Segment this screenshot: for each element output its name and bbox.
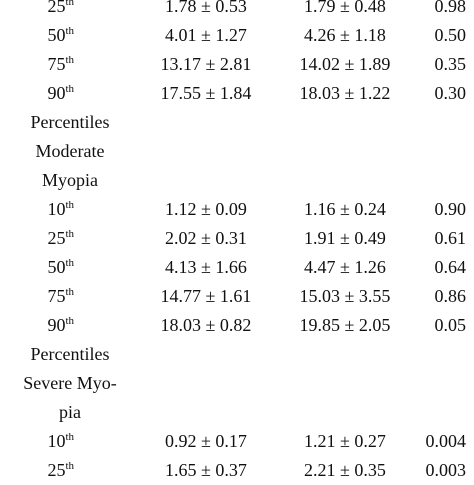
group-b-value: 1.79 ± 0.48 <box>304 0 386 16</box>
section-label: Percentiles <box>30 344 110 364</box>
section-label: Percentiles <box>30 112 110 132</box>
group-b-value: 1.21 ± 0.27 <box>304 431 386 451</box>
section-label-line: Myopia <box>0 166 474 195</box>
p-value: 0.64 <box>434 257 467 277</box>
table-row: 25th 2.02 ± 0.31 1.91 ± 0.49 0.61 <box>0 224 474 253</box>
group-a-value: 14.77 ± 1.61 <box>160 286 252 306</box>
group-a-value: 1.65 ± 0.37 <box>165 460 247 480</box>
group-a-value: 18.03 ± 0.82 <box>160 315 252 335</box>
table-row: 50th 4.01 ± 1.27 4.26 ± 1.18 0.50 <box>0 21 474 50</box>
section-label-line: Percentiles <box>0 340 474 369</box>
percentile-cell: 75th <box>47 54 74 74</box>
percentile-cell: 25th <box>47 0 74 16</box>
p-value: 0.35 <box>434 54 467 74</box>
group-b-value: 4.47 ± 1.26 <box>304 257 386 277</box>
p-value: 0.61 <box>434 228 467 248</box>
table-row: 25th 1.65 ± 0.37 2.21 ± 0.35 0.003 <box>0 456 474 485</box>
section-label: Moderate <box>35 141 105 161</box>
group-a-value: 2.02 ± 0.31 <box>165 228 247 248</box>
percentile-cell: 25th <box>47 460 74 480</box>
group-b-value: 18.03 ± 1.22 <box>299 83 391 103</box>
p-value: 0.50 <box>434 25 467 45</box>
section-label: Myopia <box>42 170 98 190</box>
group-b-value: 2.21 ± 0.35 <box>304 460 386 480</box>
p-value: 0.86 <box>434 286 467 306</box>
table-row: 25th 1.78 ± 0.53 1.79 ± 0.48 0.98 <box>0 0 474 21</box>
group-b-value: 19.85 ± 2.05 <box>299 315 391 335</box>
section-label-line: Moderate <box>0 137 474 166</box>
percentile-cell: 50th <box>47 257 74 277</box>
p-value: 0.30 <box>434 83 467 103</box>
group-a-value: 1.12 ± 0.09 <box>165 199 247 219</box>
group-b-value: 1.16 ± 0.24 <box>304 199 386 219</box>
percentile-cell: 25th <box>47 228 74 248</box>
group-a-value: 1.78 ± 0.53 <box>165 0 247 16</box>
group-a-value: 0.92 ± 0.17 <box>165 431 247 451</box>
table-row: 10th 1.12 ± 0.09 1.16 ± 0.24 0.90 <box>0 195 474 224</box>
table-row: 90th 18.03 ± 0.82 19.85 ± 2.05 0.05 <box>0 311 474 340</box>
p-value: 0.05 <box>434 315 467 335</box>
section-label: pia <box>59 402 81 422</box>
p-value: 0.003 <box>425 460 467 480</box>
p-value: 0.98 <box>434 0 467 16</box>
p-value: 0.004 <box>425 431 467 451</box>
percentile-cell: 90th <box>47 83 74 103</box>
table-row: 10th 0.92 ± 0.17 1.21 ± 0.27 0.004 <box>0 427 474 456</box>
group-a-value: 4.13 ± 1.66 <box>165 257 247 277</box>
percentile-cell: 90th <box>47 315 74 335</box>
group-b-value: 14.02 ± 1.89 <box>299 54 391 74</box>
group-b-value: 4.26 ± 1.18 <box>304 25 386 45</box>
p-value: 0.90 <box>434 199 467 219</box>
group-b-value: 1.91 ± 0.49 <box>304 228 386 248</box>
table-row: 75th 14.77 ± 1.61 15.03 ± 3.55 0.86 <box>0 282 474 311</box>
section-label: Severe Myo- <box>23 373 117 393</box>
table-row: 75th 13.17 ± 2.81 14.02 ± 1.89 0.35 <box>0 50 474 79</box>
group-a-value: 4.01 ± 1.27 <box>165 25 247 45</box>
table-row: 50th 4.13 ± 1.66 4.47 ± 1.26 0.64 <box>0 253 474 282</box>
percentile-cell: 10th <box>47 431 74 451</box>
table-row: 90th 17.55 ± 1.84 18.03 ± 1.22 0.30 <box>0 79 474 108</box>
percentile-cell: 50th <box>47 25 74 45</box>
group-a-value: 13.17 ± 2.81 <box>160 54 252 74</box>
group-b-value: 15.03 ± 3.55 <box>299 286 391 306</box>
group-a-value: 17.55 ± 1.84 <box>160 83 252 103</box>
percentile-cell: 75th <box>47 286 74 306</box>
section-label-line: Severe Myo- <box>0 369 474 398</box>
section-label-line: Percentiles <box>0 108 474 137</box>
section-label-line: pia <box>0 398 474 427</box>
percentile-cell: 10th <box>47 199 74 219</box>
